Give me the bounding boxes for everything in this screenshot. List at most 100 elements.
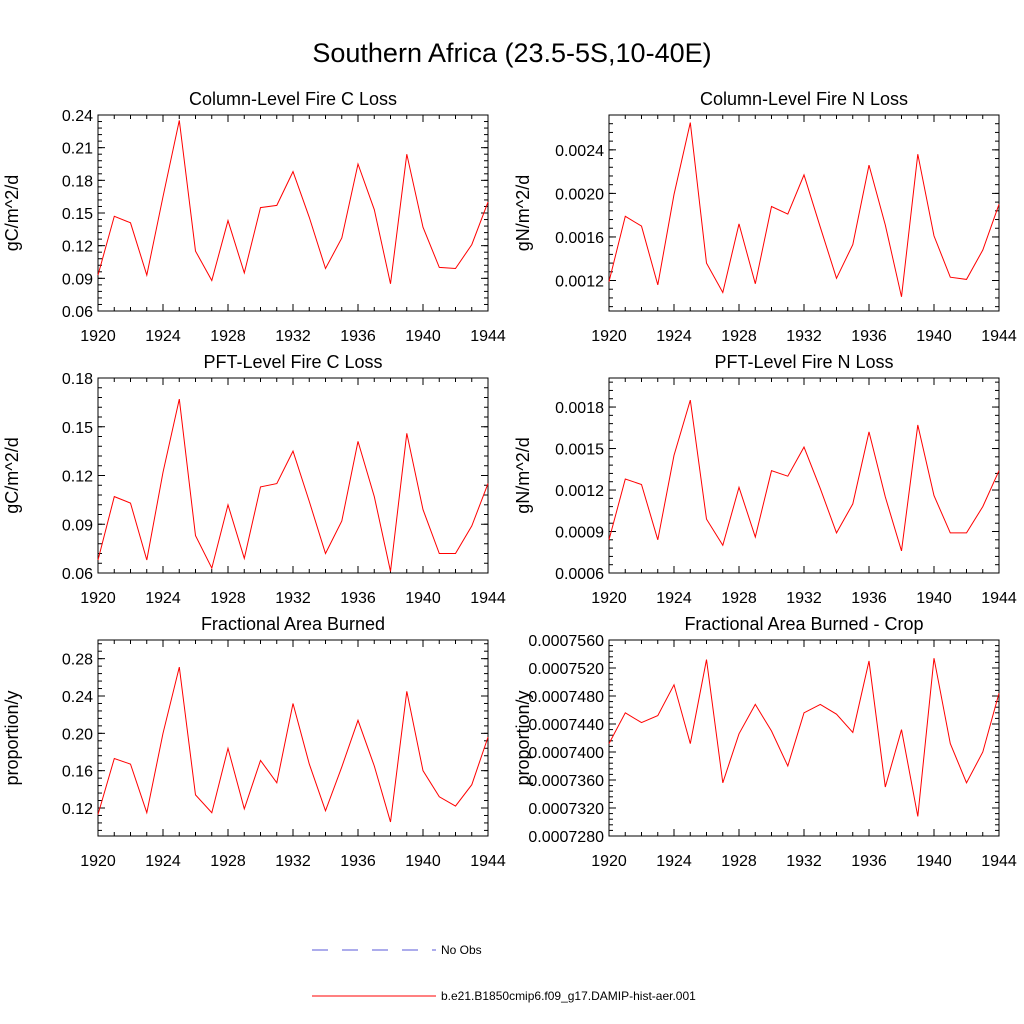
x-tick-label: 1936 <box>340 853 376 870</box>
chart-title: PFT-Level Fire C Loss <box>203 352 382 372</box>
chart-title: Column-Level Fire C Loss <box>189 89 397 109</box>
x-tick-label: 1936 <box>851 590 887 607</box>
legend-model-label: b.e21.B1850cmip6.f09_g17.DAMIP-hist-aer.… <box>441 989 696 1003</box>
x-tick-label: 1944 <box>470 853 506 870</box>
page-title: Southern Africa (23.5-5S,10-40E) <box>312 38 712 68</box>
y-tick-label: 0.06 <box>62 304 93 321</box>
x-tick-label: 1940 <box>405 328 441 345</box>
x-tick-label: 1940 <box>916 328 952 345</box>
y-tick-label: 0.12 <box>62 801 93 818</box>
x-tick-label: 1928 <box>210 590 246 607</box>
chart-panel-3: 1920 1924 1928 1932 1936 1940 1944 0.06 0.09 0.12… <box>2 352 506 607</box>
y-tick-label: 0.20 <box>62 726 93 743</box>
plot-frame <box>97 114 489 312</box>
y-tick-label: 0.15 <box>62 206 93 223</box>
x-tick-label: 1928 <box>721 590 757 607</box>
chart-panel-4: 1920 1924 1928 1932 1936 1940 1944 0.0006 0.0009… <box>513 352 1017 607</box>
series-line <box>97 398 489 572</box>
y-tick-label: 0.0009 <box>555 525 604 542</box>
x-tick-label: 1940 <box>916 590 952 607</box>
x-tick-label: 1936 <box>340 590 376 607</box>
series-line <box>608 122 1000 297</box>
chart-title: Fractional Area Burned - Crop <box>684 614 923 634</box>
x-tick-label: 1920 <box>591 328 627 345</box>
x-tick-label: 1928 <box>721 328 757 345</box>
x-tick-label: 1944 <box>470 328 506 345</box>
series-line <box>608 399 1000 552</box>
y-tick-label: 0.0007320 <box>528 801 604 818</box>
y-tick-label: 0.15 <box>62 420 93 437</box>
y-tick-label: 0.28 <box>62 652 93 669</box>
y-axis-label: gN/m^2/d <box>513 175 533 251</box>
y-tick-label: 0.0006 <box>555 566 604 583</box>
x-tick-label: 1924 <box>145 328 181 345</box>
y-tick-label: 0.0024 <box>555 143 604 160</box>
y-tick-label: 0.18 <box>62 371 93 388</box>
x-tick-label: 1920 <box>591 590 627 607</box>
x-tick-label: 1932 <box>275 328 311 345</box>
x-tick-label: 1928 <box>210 853 246 870</box>
x-tick-label: 1932 <box>275 590 311 607</box>
x-tick-label: 1920 <box>80 590 116 607</box>
plot-frame <box>97 377 489 574</box>
chart-panel-5: 1920 1924 1928 1932 1936 1940 1944 0.12 0.16 0.20… <box>2 614 506 870</box>
y-tick-label: 0.09 <box>62 271 93 288</box>
y-tick-label: 0.0007400 <box>528 745 604 762</box>
x-tick-label: 1932 <box>786 853 822 870</box>
y-tick-label: 0.0007480 <box>528 689 604 706</box>
y-tick-label: 0.09 <box>62 517 93 534</box>
x-tick-label: 1944 <box>981 590 1017 607</box>
chart-panel-1: 1920 1924 1928 1932 1936 1940 1944 0.06 0.09 0.12… <box>2 89 506 345</box>
x-tick-label: 1932 <box>275 853 311 870</box>
x-tick-label: 1920 <box>80 328 116 345</box>
plot-frame <box>608 377 1000 574</box>
plot-frame <box>97 639 489 837</box>
x-tick-label: 1920 <box>591 853 627 870</box>
y-tick-label: 0.0016 <box>555 230 604 247</box>
x-tick-label: 1920 <box>80 853 116 870</box>
y-tick-label: 0.0007560 <box>528 633 604 650</box>
legend: No Obs b.e21.B1850cmip6.f09_g17.DAMIP-his… <box>312 943 696 1003</box>
plot-frame <box>608 639 1000 837</box>
plot-frame <box>608 114 1000 312</box>
legend-obs-label: No Obs <box>441 943 482 957</box>
x-tick-label: 1944 <box>470 590 506 607</box>
y-tick-label: 0.06 <box>62 566 93 583</box>
y-tick-label: 0.0015 <box>555 442 604 459</box>
x-tick-label: 1940 <box>405 590 441 607</box>
y-axis-label: gN/m^2/d <box>513 437 533 513</box>
y-tick-label: 0.0007440 <box>528 717 604 734</box>
y-axis-label: proportion/y <box>2 690 22 785</box>
y-tick-label: 0.12 <box>62 239 93 256</box>
y-tick-label: 0.18 <box>62 173 93 190</box>
y-tick-label: 0.24 <box>62 108 93 125</box>
y-tick-label: 0.0012 <box>555 483 604 500</box>
x-tick-label: 1928 <box>721 853 757 870</box>
x-tick-label: 1936 <box>851 853 887 870</box>
y-tick-label: 0.0007280 <box>528 829 604 846</box>
x-tick-label: 1924 <box>656 590 692 607</box>
x-tick-label: 1936 <box>340 328 376 345</box>
y-tick-label: 0.0020 <box>555 186 604 203</box>
x-tick-label: 1924 <box>145 590 181 607</box>
x-tick-label: 1924 <box>656 328 692 345</box>
x-tick-label: 1928 <box>210 328 246 345</box>
x-tick-label: 1940 <box>405 853 441 870</box>
y-axis-label: gC/m^2/d <box>2 175 22 251</box>
chart-panel-2: 1920 1924 1928 1932 1936 1940 1944 0.0012 0.0016… <box>513 89 1017 345</box>
x-tick-label: 1932 <box>786 590 822 607</box>
series-line <box>608 658 1000 817</box>
y-axis-label: gC/m^2/d <box>2 437 22 513</box>
y-tick-label: 0.24 <box>62 689 93 706</box>
y-tick-label: 0.0007360 <box>528 773 604 790</box>
x-tick-label: 1932 <box>786 328 822 345</box>
series-line <box>97 666 489 823</box>
x-tick-label: 1924 <box>656 853 692 870</box>
x-tick-label: 1936 <box>851 328 887 345</box>
x-tick-label: 1944 <box>981 328 1017 345</box>
y-tick-label: 0.12 <box>62 469 93 486</box>
x-tick-label: 1940 <box>916 853 952 870</box>
chart-title: PFT-Level Fire N Loss <box>714 352 893 372</box>
x-tick-label: 1924 <box>145 853 181 870</box>
